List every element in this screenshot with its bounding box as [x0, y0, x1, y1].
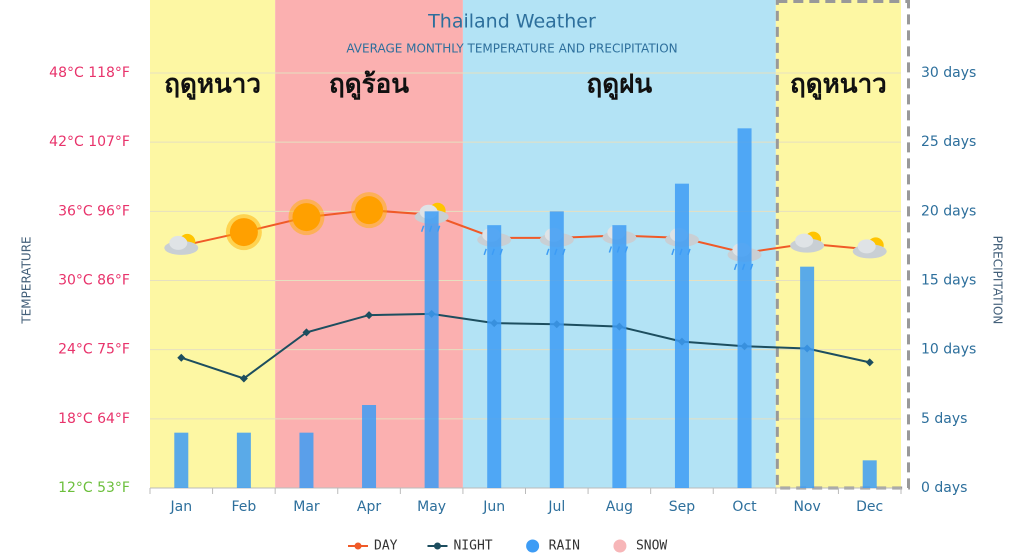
- season-label: ฤดูร้อน: [329, 70, 409, 101]
- x-tick-label: Oct: [732, 499, 757, 515]
- weather-icon: [288, 199, 325, 236]
- x-tick-label: Jul: [547, 499, 565, 515]
- season-label: ฤดูหนาว: [790, 70, 887, 101]
- y-tick-label: 36°C 96°F: [58, 203, 130, 219]
- x-tick-label: Apr: [357, 499, 381, 515]
- rain-bar: [174, 432, 189, 488]
- raindrop: [546, 248, 550, 256]
- y2-tick-label: 25 days: [921, 134, 976, 150]
- legend-label: NIGHT: [453, 539, 492, 554]
- legend-swatch: [613, 539, 627, 553]
- legend-swatch: [526, 539, 540, 553]
- legend-label: SNOW: [636, 539, 667, 554]
- rain-bar: [299, 432, 314, 488]
- cloud: [169, 235, 188, 250]
- weather-icon: [225, 214, 262, 251]
- y-tick-label: 18°C 64°F: [58, 411, 130, 427]
- rain-bar: [236, 432, 251, 488]
- y-tick-label: 42°C 107°F: [49, 134, 130, 150]
- rain-bar: [362, 405, 377, 488]
- point: [177, 353, 186, 362]
- raindrop: [733, 263, 738, 271]
- raindrop: [608, 246, 613, 253]
- raindrop: [483, 248, 487, 256]
- legend-swatch: [354, 542, 362, 550]
- chart-title: Thailand Weather: [427, 11, 596, 33]
- legend-swatch: [433, 542, 441, 550]
- season-label: ฤดูฝน: [587, 70, 653, 101]
- y2-tick-label: 5 days: [921, 411, 967, 427]
- y-tick-label: 24°C 75°F: [58, 342, 130, 358]
- weather-icon: [351, 192, 388, 229]
- x-tick-label: Sep: [669, 499, 696, 515]
- raindrop: [671, 248, 675, 256]
- y2-tick-label: 10 days: [921, 342, 976, 358]
- season-label: ฤดูหนาว: [164, 70, 261, 101]
- rain-bar: [737, 128, 752, 489]
- point: [365, 311, 374, 320]
- x-tick-label: Nov: [793, 499, 820, 515]
- line-night: [180, 312, 870, 380]
- x-tick-label: Jan: [169, 499, 192, 515]
- rain-bar: [424, 211, 439, 489]
- cloud: [857, 239, 876, 254]
- y-axis-title: TEMPERATURE: [20, 236, 34, 324]
- y2-tick-label: 30 days: [921, 65, 976, 81]
- legend-label: RAIN: [549, 539, 580, 554]
- chart-subtitle: AVERAGE MONTHLY TEMPERATURE AND PRECIPIT…: [346, 42, 677, 56]
- x-tick-label: Feb: [231, 499, 256, 515]
- rain-bar: [487, 225, 502, 488]
- x-tick-label: May: [417, 499, 446, 515]
- y2-tick-label: 20 days: [921, 203, 976, 219]
- sun: [292, 203, 321, 232]
- y-tick-label: 48°C 118°F: [49, 65, 130, 81]
- x-tick-label: Aug: [606, 499, 633, 515]
- y2-tick-label: 15 days: [921, 273, 976, 289]
- weather-icon: [164, 233, 199, 255]
- sun: [355, 196, 384, 225]
- y2-axis-title: PRECIPITATION: [991, 236, 1005, 325]
- x-tick-label: Dec: [856, 499, 883, 515]
- raindrop: [420, 225, 425, 233]
- weather-icon: [852, 237, 887, 259]
- y2-tick-label: 0 days: [921, 480, 967, 496]
- x-tick-label: Mar: [293, 499, 320, 515]
- rain-bar: [549, 211, 564, 489]
- legend-label: DAY: [374, 539, 398, 554]
- rain-bar: [800, 266, 815, 488]
- point: [302, 328, 311, 337]
- y-tick-label: 12°C 53°F: [58, 480, 130, 496]
- rain-bar: [862, 460, 877, 488]
- rain-bar: [674, 183, 689, 488]
- x-tick-label: Jun: [482, 499, 505, 515]
- rain-bar: [612, 225, 627, 488]
- season-highlight: [775, 0, 910, 490]
- cloud: [795, 233, 814, 248]
- weather-icon: [790, 231, 825, 253]
- y-tick-label: 30°C 86°F: [58, 273, 130, 289]
- sun: [229, 218, 258, 247]
- point: [239, 374, 248, 383]
- point: [865, 358, 874, 367]
